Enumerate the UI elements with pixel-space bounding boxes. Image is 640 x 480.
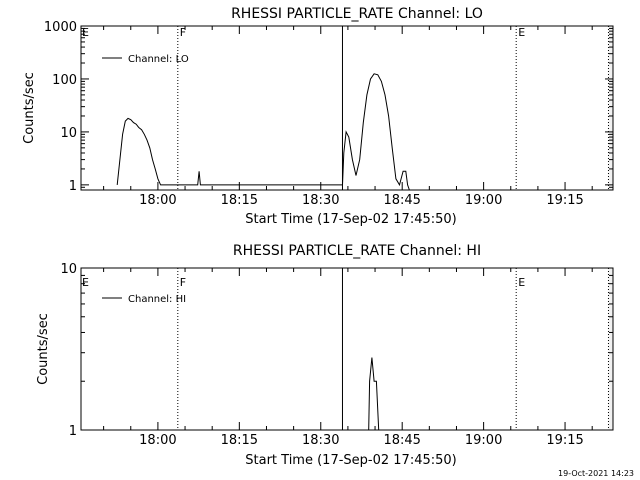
x-axis-label: Start Time (17-Sep-02 17:45:50) xyxy=(245,453,456,468)
x-tick-label: 18:45 xyxy=(383,193,420,208)
y-tick-label: 10 xyxy=(60,126,77,141)
y-tick-label: 1000 xyxy=(44,20,77,35)
event-marker-label: E xyxy=(518,276,525,289)
plot-frame xyxy=(80,267,614,431)
x-tick-label: 18:00 xyxy=(139,433,176,448)
shaded-region xyxy=(608,26,613,190)
chart-panel-2: RHESSI PARTICLE_RATE Channel: HI 18:00 18:… xyxy=(36,243,614,468)
y-axis-label: Counts/sec xyxy=(22,72,37,144)
event-marker-label: F xyxy=(180,276,186,289)
x-tick-label: 18:45 xyxy=(383,433,420,448)
chart-title: RHESSI PARTICLE_RATE Channel: LO xyxy=(231,6,483,22)
x-tick-label: 18:15 xyxy=(221,433,258,448)
y-axis-label: Counts/sec xyxy=(36,313,51,385)
legend-label: Channel: LO xyxy=(128,54,189,65)
chart-title: RHESSI PARTICLE_RATE Channel: HI xyxy=(233,243,481,259)
plot-frame xyxy=(80,25,614,191)
y-tick-label: 100 xyxy=(52,73,77,88)
event-marker-label: E xyxy=(518,26,525,39)
x-tick-label: 18:15 xyxy=(221,193,258,208)
print-timestamp: 19-Oct-2021 14:23 xyxy=(558,469,634,478)
y-tick-label: 1 xyxy=(69,179,77,194)
legend-label: Channel: HI xyxy=(128,294,186,305)
event-marker-label: E xyxy=(82,26,89,39)
x-tick-label: 19:00 xyxy=(465,193,502,208)
x-tick-label: 18:30 xyxy=(302,433,339,448)
y-tick-label: 10 xyxy=(60,262,77,277)
x-tick-label: 18:00 xyxy=(139,193,176,208)
x-tick-label: 19:15 xyxy=(546,193,583,208)
chart-panel-1: RHESSI PARTICLE_RATE Channel: LO 18:00 18:… xyxy=(22,6,614,227)
x-tick-label: 19:15 xyxy=(546,433,583,448)
event-marker-label: E xyxy=(82,276,89,289)
series-line xyxy=(368,357,385,431)
x-tick-label: 19:00 xyxy=(465,433,502,448)
series-line xyxy=(116,73,410,191)
x-tick-label: 18:30 xyxy=(302,193,339,208)
event-marker-label: F xyxy=(180,26,186,39)
x-axis-label: Start Time (17-Sep-02 17:45:50) xyxy=(245,212,456,227)
y-tick-label: 1 xyxy=(69,424,77,439)
shaded-region xyxy=(608,268,613,430)
